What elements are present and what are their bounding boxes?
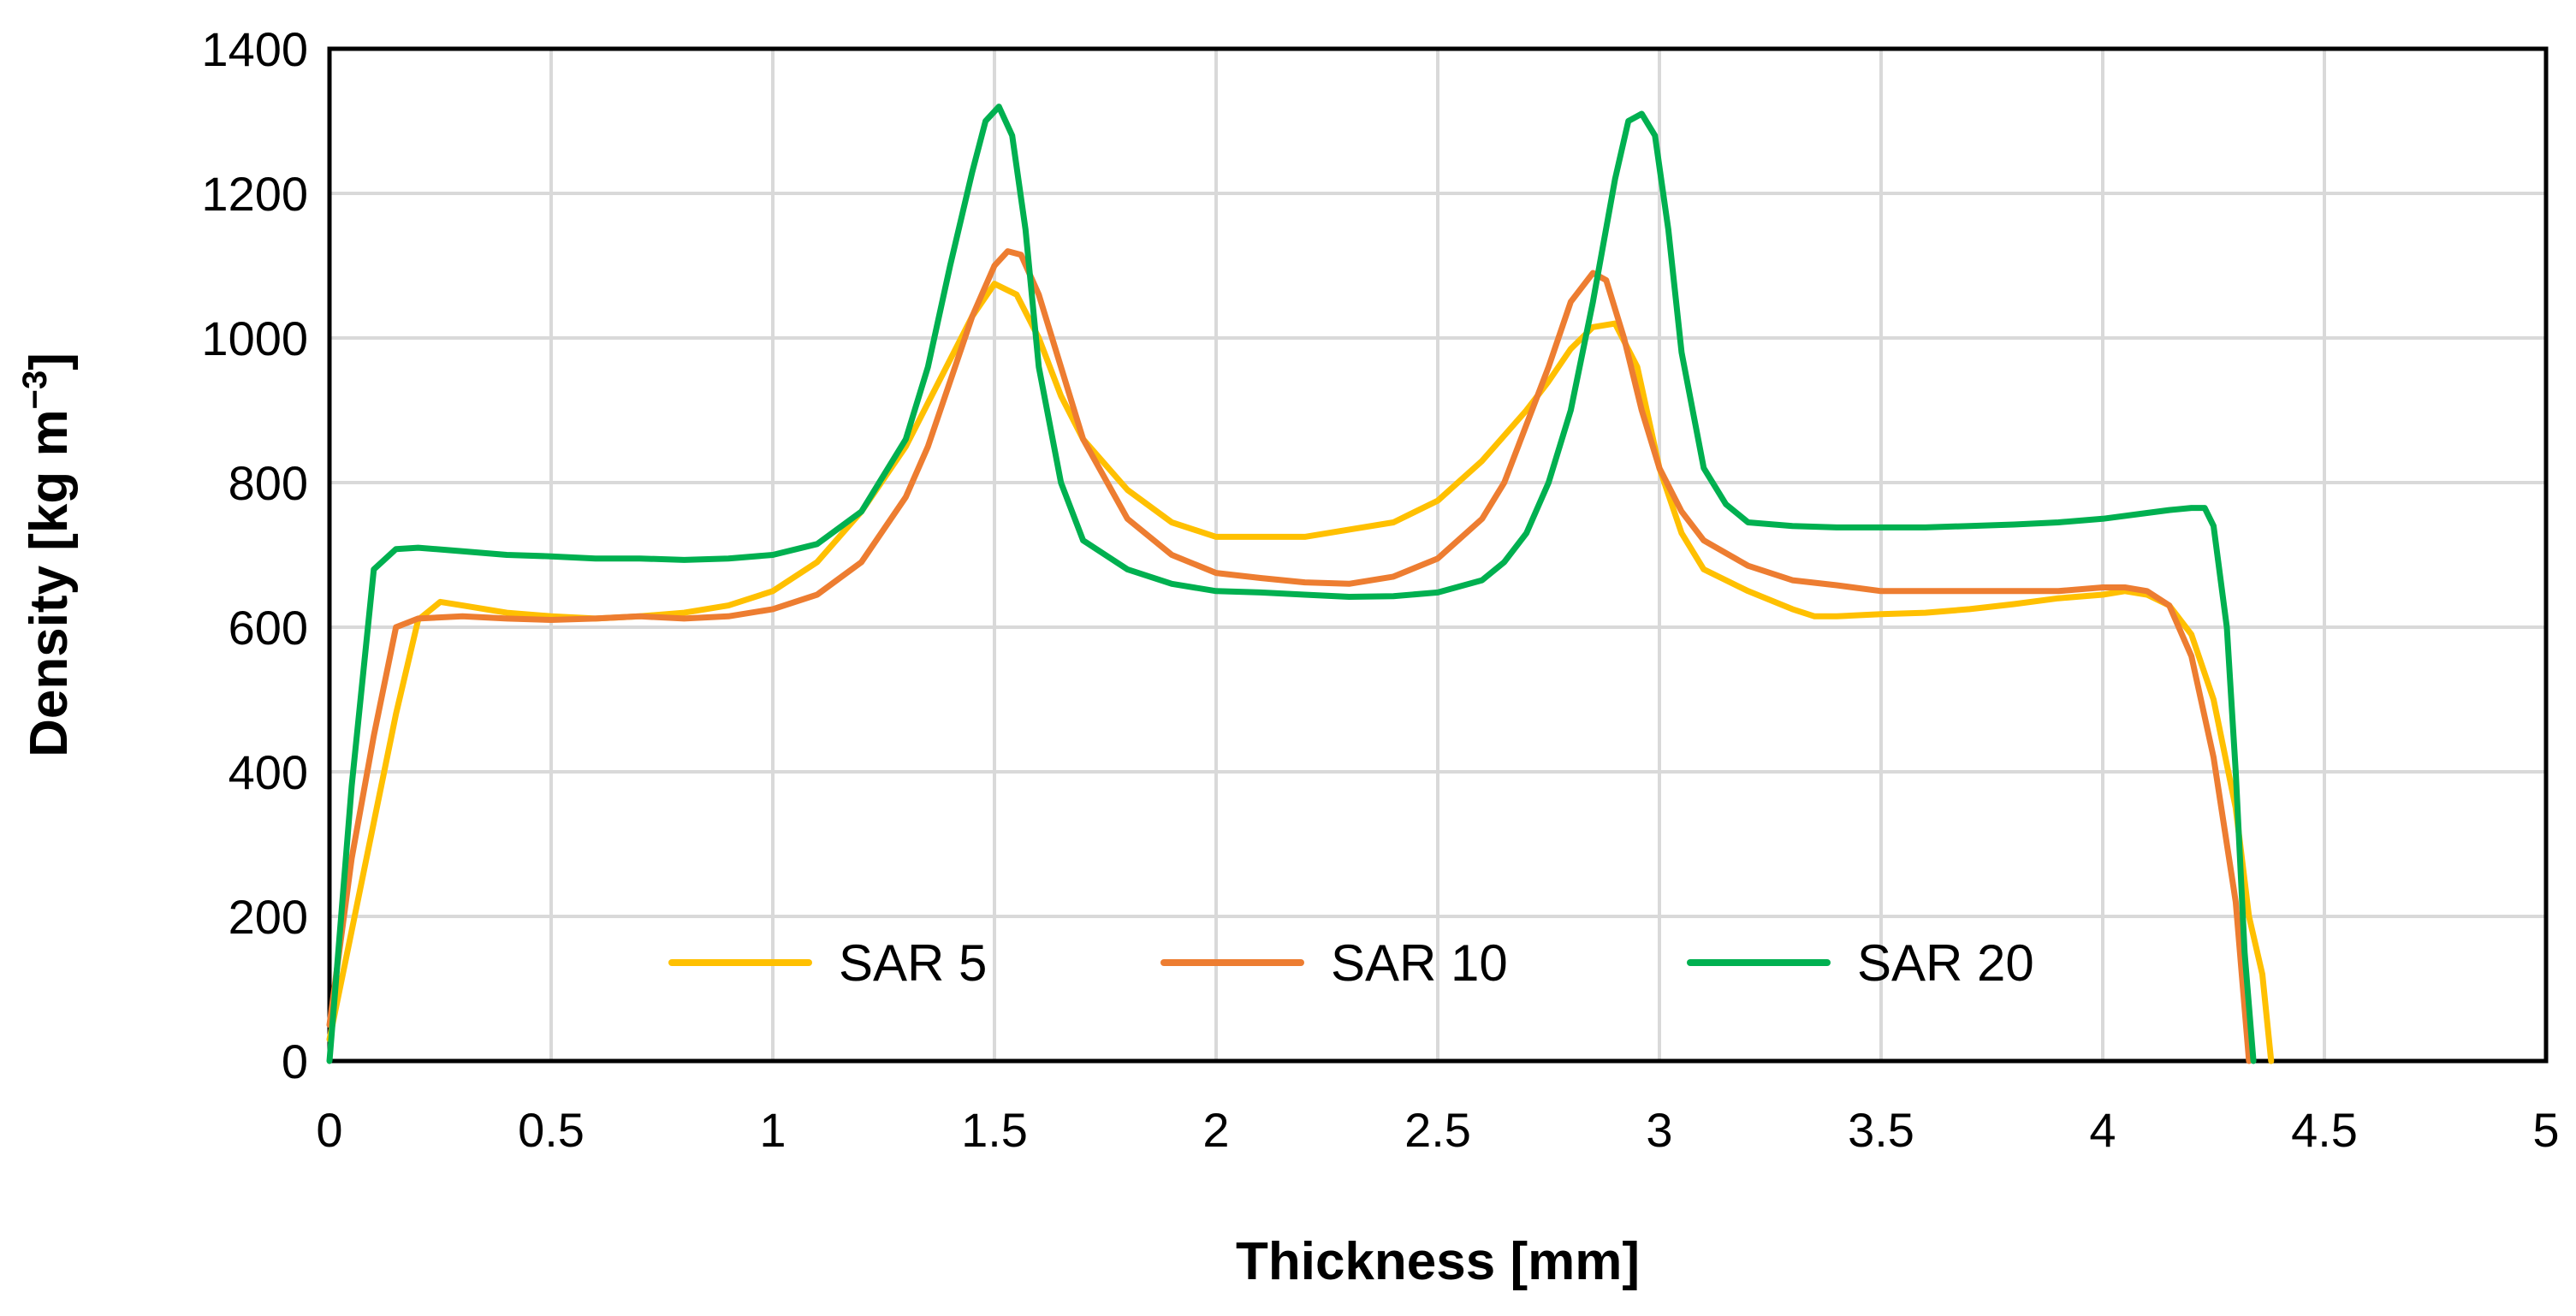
legend-label-sar-10: SAR 10 [1331,934,1508,992]
y-tick-label: 600 [229,601,308,655]
gridlines [329,49,2546,1061]
y-axis-title-end: ] [20,353,79,370]
series-layer [326,104,2275,1064]
y-tick-label: 1400 [201,22,308,76]
y-tick-label: 1200 [201,167,308,221]
y-tick-label: 0 [282,1034,308,1088]
y-tick-label: 800 [229,456,308,510]
y-axis-title: Density [kg m−3] [16,353,79,757]
x-axis-title: Thickness [mm] [1236,1232,1640,1291]
y-axis-title-main: Density [kg m [20,409,79,757]
x-tick-label: 0 [316,1103,342,1157]
y-tick-label: 200 [229,890,308,944]
y-axis-tick-labels: 0 200 400 600 800 1000 1200 1400 [201,22,308,1088]
x-tick-label: 4.5 [2291,1103,2358,1157]
y-axis-title-superscript: −3 [16,370,54,410]
legend-label-sar-5: SAR 5 [839,934,987,992]
legend: SAR 5 SAR 10 SAR 20 [668,934,2034,992]
y-tick-label: 1000 [201,311,308,365]
x-tick-label: 4 [2089,1103,2116,1157]
series-line-sar-10 [326,248,2253,1064]
x-tick-label: 2 [1202,1103,1229,1157]
x-tick-label: 5 [2532,1103,2559,1157]
y-tick-label: 400 [229,745,308,799]
x-tick-label: 1 [759,1103,786,1157]
plot-area-frame [327,46,2549,1064]
x-tick-label: 3.5 [1848,1103,1914,1157]
x-tick-label: 3 [1646,1103,1672,1157]
x-tick-label: 0.5 [518,1103,585,1157]
legend-label-sar-20: SAR 20 [1857,934,2034,992]
x-axis-tick-labels: 0 0.5 1 1.5 2 2.5 3 3.5 4 4.5 5 [316,1103,2559,1157]
x-tick-label: 1.5 [961,1103,1028,1157]
series-line-sar-20 [326,104,2257,1064]
x-tick-label: 2.5 [1404,1103,1471,1157]
